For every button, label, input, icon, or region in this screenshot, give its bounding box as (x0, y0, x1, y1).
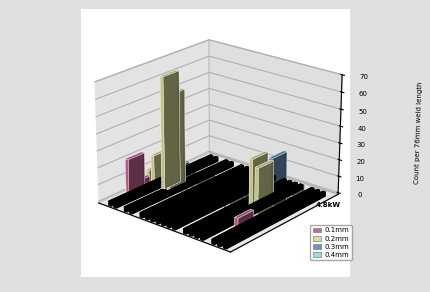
Legend: 0.1mm, 0.2mm, 0.3mm, 0.4mm: 0.1mm, 0.2mm, 0.3mm, 0.4mm (310, 225, 351, 260)
